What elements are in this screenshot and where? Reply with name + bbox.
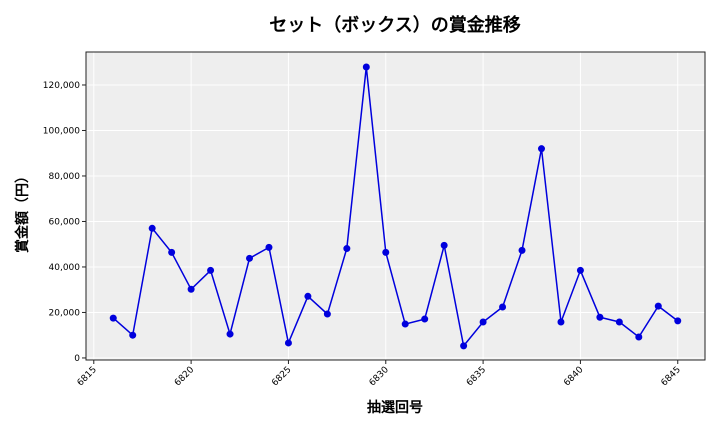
x-tick-label: 6825 <box>270 365 293 388</box>
y-tick-label: 60,000 <box>49 217 81 227</box>
x-tick-label: 6815 <box>76 365 99 388</box>
data-point <box>460 342 468 350</box>
data-point <box>168 248 176 256</box>
data-point <box>596 313 604 321</box>
data-point <box>109 314 117 322</box>
y-tick-label: 80,000 <box>49 172 81 182</box>
data-point <box>576 266 584 274</box>
data-point <box>265 243 273 251</box>
data-point <box>479 318 487 326</box>
data-point <box>654 302 662 310</box>
data-point <box>557 318 565 326</box>
data-point <box>362 63 370 71</box>
x-tick-label: 6840 <box>562 365 585 388</box>
data-point <box>518 246 526 254</box>
data-point <box>440 241 448 249</box>
data-point <box>129 331 137 339</box>
data-point <box>246 254 254 262</box>
plot-frame <box>85 51 706 361</box>
y-tick-label: 100,000 <box>43 126 80 136</box>
x-tick-label: 6830 <box>368 365 391 388</box>
data-point <box>207 266 215 274</box>
gridlines <box>86 52 705 360</box>
data-point <box>401 320 409 328</box>
y-tick-label: 40,000 <box>49 263 81 273</box>
data-point <box>499 303 507 311</box>
chart-title: セット（ボックス）の賞金推移 <box>269 14 520 36</box>
data-point <box>343 245 351 253</box>
y-axis-ticks: 0 20,000 40,000 60,000 80,000 100,000 120,000 <box>43 81 86 364</box>
data-point <box>284 339 292 347</box>
data-point <box>226 330 234 338</box>
x-axis-ticks: 6815 6820 6825 6830 6835 6840 6845 <box>76 360 683 388</box>
data-point <box>382 248 390 256</box>
y-axis-label: 賞金額（円） <box>14 169 31 253</box>
data-point <box>148 224 156 232</box>
data-point <box>615 318 623 326</box>
data-point <box>421 315 429 323</box>
data-point <box>674 317 682 325</box>
data-points <box>109 63 682 350</box>
y-tick-label: 20,000 <box>49 308 81 318</box>
plot-area <box>86 52 705 360</box>
data-point <box>323 310 331 318</box>
x-axis-label: 抽選回号 <box>367 399 423 416</box>
y-tick-label: 120,000 <box>43 81 80 91</box>
data-point <box>537 145 545 153</box>
data-point <box>304 292 312 300</box>
y-tick-label: 0 <box>74 354 80 364</box>
data-point <box>635 333 643 341</box>
x-tick-label: 6845 <box>660 365 683 388</box>
x-tick-label: 6835 <box>465 365 488 388</box>
data-point <box>187 285 195 293</box>
series-line <box>112 66 679 348</box>
x-tick-label: 6820 <box>173 365 196 388</box>
